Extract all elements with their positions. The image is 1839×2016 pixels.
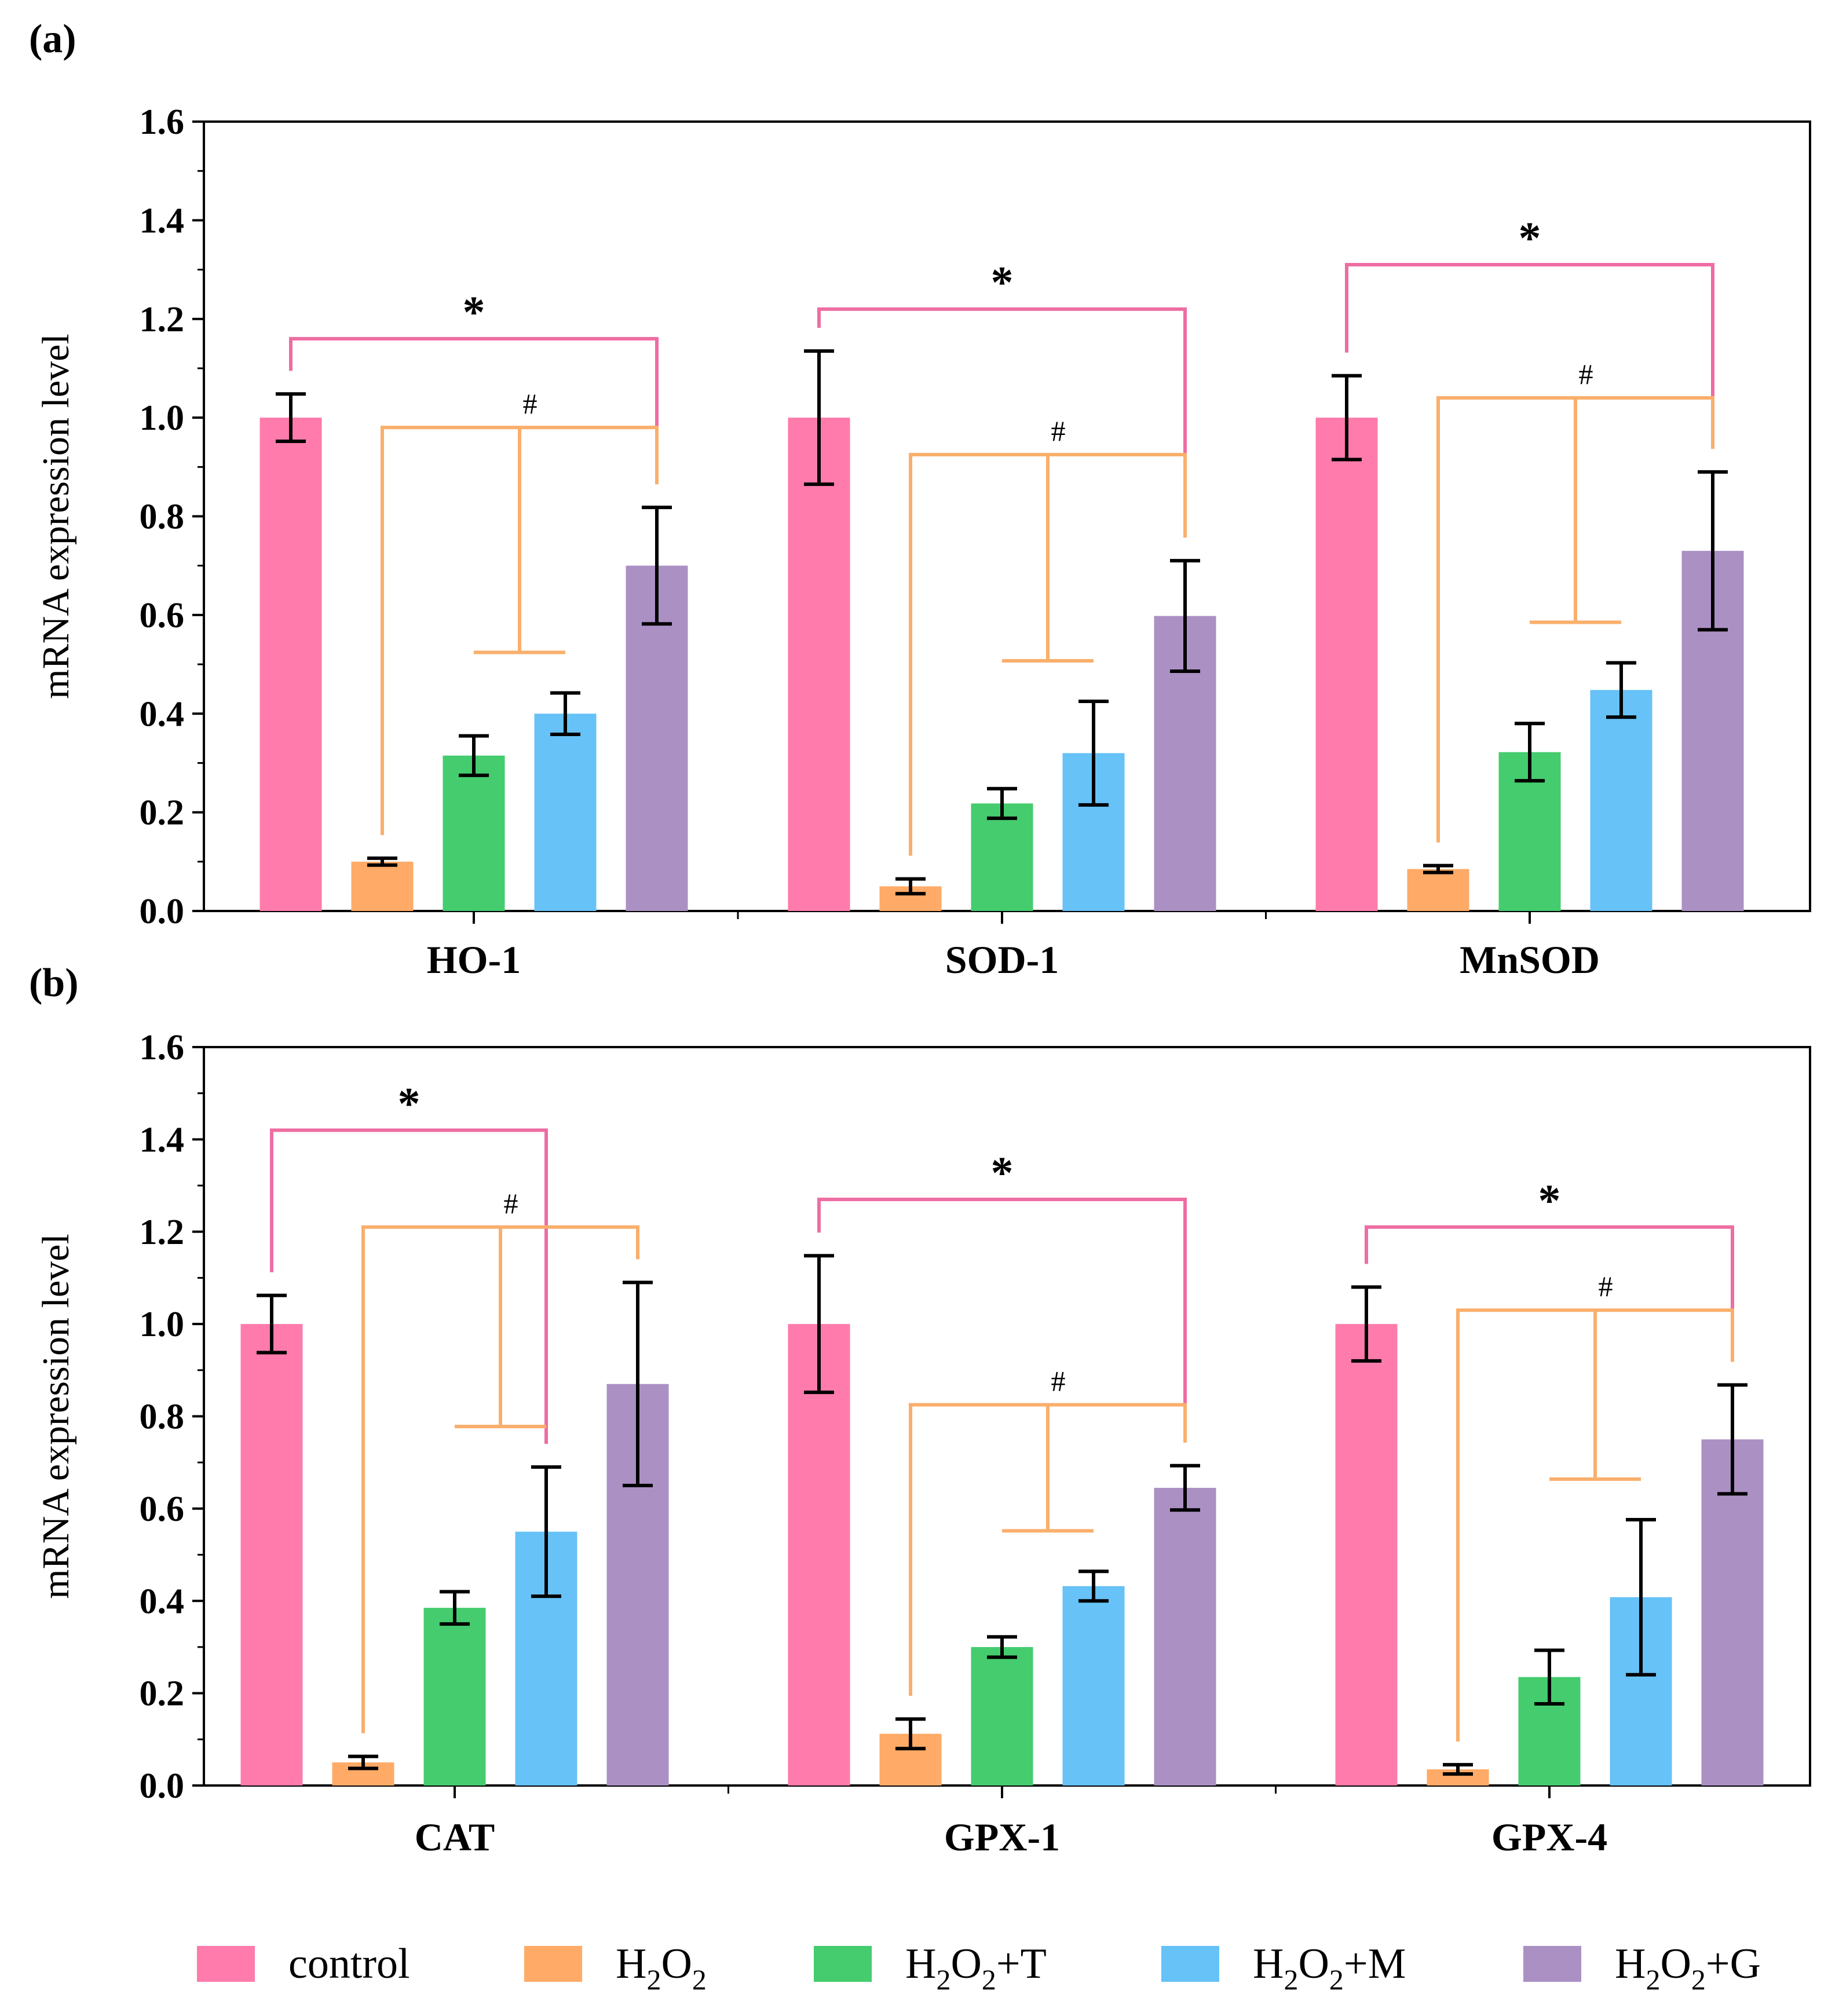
panel-label: (b) — [29, 961, 79, 1005]
y-tick-label: 1.2 — [140, 300, 185, 339]
legend-text-part: O — [950, 1940, 981, 1988]
y-tick-label: 1.4 — [140, 201, 185, 240]
legend-text-part: H — [1253, 1940, 1284, 1988]
significance-bracket — [817, 1197, 1187, 1443]
legend-text-part: +M — [1344, 1940, 1406, 1988]
legend-subscript: 2 — [646, 1963, 661, 1996]
significance-star: * — [991, 257, 1014, 308]
y-tick-label: 0.0 — [140, 1766, 185, 1806]
y-tick-label: 1.4 — [140, 1120, 185, 1159]
bar-h2o2-m-mnsod — [1590, 690, 1652, 911]
legend-swatch — [197, 1946, 255, 1982]
y-axis-label: mRNA expression level — [35, 334, 77, 699]
y-tick-label: 0.8 — [140, 497, 185, 537]
significance-hash: # — [1051, 1365, 1066, 1397]
y-tick-label: 0.2 — [140, 793, 185, 833]
bar-h2o2-m-ho-1 — [534, 714, 597, 911]
legend-subscript: 2 — [692, 1963, 707, 1996]
x-tick-label: CAT — [415, 1815, 495, 1859]
significance-star: * — [463, 287, 485, 337]
panel-b: (b) 0.0 0.2 0.4 0.6 0.8 1.0 1.2 1.4 1.6 mRNA expre… — [29, 961, 1811, 1859]
y-tick-label: 0.4 — [140, 1582, 185, 1621]
comparison-bracket — [381, 426, 659, 835]
legend-text-part: O — [661, 1940, 692, 1988]
y-tick-label: 1.2 — [140, 1213, 185, 1252]
significance-star: * — [1519, 213, 1541, 263]
significance-bracket — [289, 336, 659, 485]
legend-text-part: H — [905, 1940, 936, 1988]
legend-label: control — [288, 1940, 410, 1988]
significance-bracket — [270, 1128, 548, 1444]
legend-text-part: O — [1660, 1940, 1691, 1988]
y-tick-label: 0.6 — [140, 1490, 185, 1529]
legend-subscript: 2 — [1646, 1963, 1660, 1996]
legend-text-part: +T — [996, 1940, 1047, 1988]
bar-control-gpx-4 — [1335, 1324, 1398, 1786]
bar-h2o2-g-gpx-4 — [1701, 1439, 1764, 1786]
y-tick-label: 0.8 — [140, 1397, 185, 1437]
bar-h2o2-t-gpx-1 — [971, 1647, 1033, 1786]
bar-h2o2-ho-1 — [351, 861, 414, 911]
comparison-bracket — [361, 1225, 639, 1733]
bar-h2o2-mnsod — [1407, 869, 1469, 911]
legend-label: H2O2 — [616, 1940, 707, 1996]
bar-h2o2-t-sod-1 — [971, 803, 1033, 911]
legend-swatch — [1161, 1946, 1219, 1982]
significance-bracket — [1365, 1225, 1734, 1362]
bar-h2o2-g-gpx-1 — [1154, 1488, 1216, 1786]
significance-hash: # — [1579, 358, 1593, 390]
y-tick-label: 1.6 — [140, 1028, 185, 1067]
x-tick-label: HO-1 — [427, 938, 521, 982]
significance-hash: # — [504, 1187, 518, 1220]
significance-bracket — [817, 307, 1187, 538]
legend-text-part: O — [1298, 1940, 1329, 1988]
legend-subscript: 2 — [1284, 1963, 1298, 1996]
bar-h2o2-t-cat — [423, 1608, 486, 1786]
bar-control-cat — [240, 1324, 303, 1786]
legend-subscript: 2 — [936, 1963, 950, 1996]
significance-hash: # — [1051, 415, 1066, 447]
legend-subscript: 2 — [982, 1963, 996, 1996]
y-tick-label: 1.0 — [140, 398, 185, 438]
bar-h2o2-t-ho-1 — [443, 755, 505, 911]
bar-control-ho-1 — [259, 418, 322, 911]
legend-label: H2O2+G — [1615, 1940, 1761, 1996]
significance-bracket — [1345, 263, 1714, 449]
y-tick-label: 1.0 — [140, 1305, 185, 1344]
panel-label: (a) — [29, 17, 76, 61]
legend-label: H2O2+T — [905, 1940, 1047, 1996]
legend-label: H2O2+M — [1253, 1940, 1406, 1996]
bar-control-gpx-1 — [788, 1324, 850, 1786]
legend-subscript: 2 — [1691, 1963, 1706, 1996]
legend-swatch — [1523, 1946, 1581, 1982]
significance-star: * — [398, 1078, 421, 1128]
x-tick-label: GPX-4 — [1491, 1815, 1607, 1859]
legend-text-part: H — [616, 1940, 646, 1988]
legend-text-part: +G — [1706, 1940, 1761, 1988]
legend-text-part: H — [1615, 1940, 1646, 1988]
y-tick-label: 0.0 — [140, 892, 185, 931]
significance-hash: # — [1599, 1270, 1613, 1302]
x-tick-label: GPX-1 — [944, 1815, 1060, 1859]
y-tick-label: 0.2 — [140, 1674, 185, 1714]
x-tick-label: SOD-1 — [945, 938, 1059, 982]
legend: control H2O2 H2O2+T H2O2+M H2O2+G — [197, 1940, 1761, 1996]
y-tick-label: 0.6 — [140, 596, 185, 635]
bar-h2o2-m-gpx-1 — [1062, 1586, 1125, 1786]
y-tick-label: 0.4 — [140, 694, 185, 734]
significance-hash: # — [523, 387, 538, 420]
legend-subscript: 2 — [1329, 1963, 1344, 1996]
y-tick-label: 1.6 — [140, 103, 185, 142]
x-tick-label: MnSOD — [1460, 938, 1600, 982]
bar-control-mnsod — [1315, 418, 1378, 911]
significance-star: * — [1538, 1175, 1561, 1225]
bar-control-sod-1 — [788, 418, 850, 911]
significance-star: * — [991, 1147, 1014, 1198]
legend-swatch — [524, 1946, 582, 1982]
y-axis-label: mRNA expression level — [35, 1234, 77, 1599]
legend-swatch — [814, 1946, 872, 1982]
panel-a: (a) 0.0 0.2 0.4 0.6 0.8 1.0 1.2 1.4 1.6 mRNA expre… — [29, 17, 1811, 982]
